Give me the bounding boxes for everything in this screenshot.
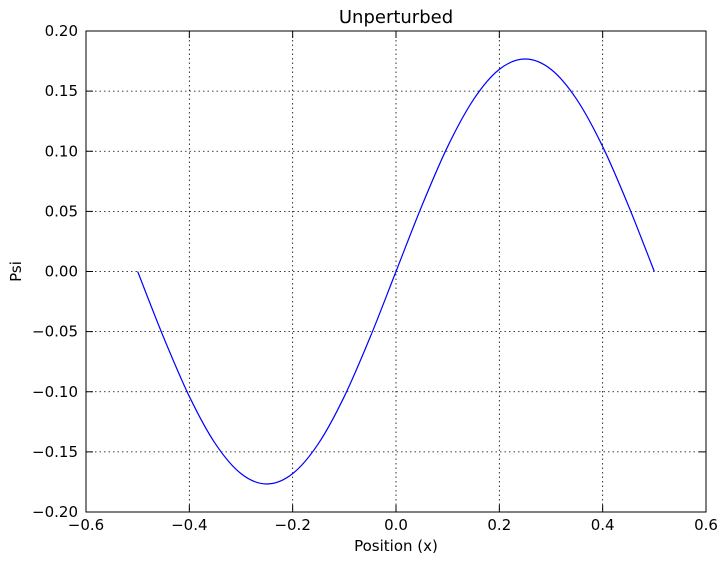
y-tick-label: −0.15 <box>32 443 78 461</box>
y-tick-label: 0.00 <box>45 263 78 281</box>
x-tick-label: 0.2 <box>487 516 511 534</box>
x-tick-label: 0.0 <box>384 516 408 534</box>
x-tick-label: −0.6 <box>68 516 104 534</box>
y-tick-label: 0.05 <box>45 202 78 220</box>
x-tick-label: −0.2 <box>274 516 310 534</box>
y-axis-label: Psi <box>7 261 25 282</box>
y-tick-label: −0.05 <box>32 323 78 341</box>
y-tick-label: −0.20 <box>32 503 78 521</box>
ticks: −0.6 −0.4 −0.2 0.0 0.2 0.4 0.6 −0.20 −0.15 −0.10 −… <box>32 22 718 534</box>
x-axis-label: Position (x) <box>354 537 438 555</box>
x-tick-label: 0.4 <box>591 516 615 534</box>
y-tick-label: −0.10 <box>32 383 78 401</box>
series-layer <box>137 58 655 485</box>
series-line <box>137 58 655 485</box>
x-tick-label: −0.4 <box>171 516 207 534</box>
y-tick-label: 0.15 <box>45 82 78 100</box>
y-tick-label: 0.10 <box>45 142 78 160</box>
y-tick-label: 0.20 <box>45 22 78 40</box>
x-tick-label: 0.6 <box>694 516 718 534</box>
chart-title: Unperturbed <box>339 7 453 28</box>
